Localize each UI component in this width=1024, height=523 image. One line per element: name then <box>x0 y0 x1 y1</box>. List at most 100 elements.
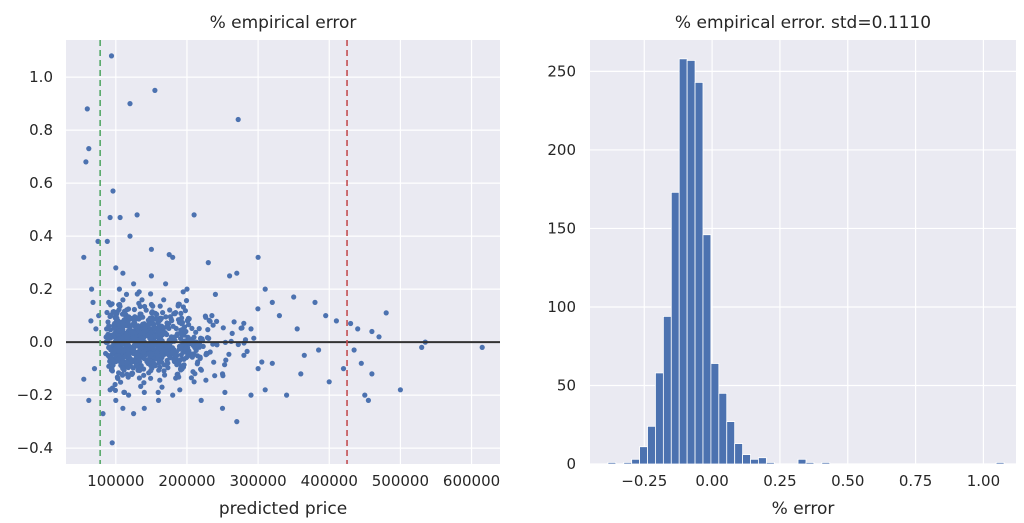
scatter-point <box>229 330 235 336</box>
histogram-bar <box>686 60 696 465</box>
scatter-point <box>176 301 182 307</box>
scatter-y-tick-label: 1.0 <box>29 68 53 86</box>
scatter-point <box>86 146 92 152</box>
scatter-point <box>234 419 240 425</box>
scatter-point <box>189 354 195 360</box>
scatter-point <box>131 357 137 363</box>
scatter-point <box>90 299 96 305</box>
histogram-plot-area <box>590 40 1016 464</box>
scatter-point <box>119 324 125 330</box>
scatter-point <box>198 397 204 403</box>
scatter-point <box>120 405 126 411</box>
scatter-y-tick-label: 0.2 <box>29 280 53 298</box>
scatter-point <box>108 335 114 341</box>
scatter-point <box>178 321 185 327</box>
scatter-point <box>155 352 161 359</box>
scatter-point <box>91 366 98 372</box>
scatter-point <box>123 333 129 339</box>
scatter-x-tick-label: 200000 <box>158 472 215 490</box>
scatter-point <box>113 397 119 403</box>
scatter-point <box>259 359 265 365</box>
scatter-point <box>166 325 172 331</box>
histogram-bar <box>655 372 664 465</box>
scatter-point <box>298 371 304 377</box>
histogram-bar <box>821 462 831 465</box>
scatter-point <box>150 303 156 309</box>
scatter-point <box>196 344 202 350</box>
scatter-point <box>118 379 124 385</box>
scatter-point <box>269 360 275 366</box>
scatter-x-tick-label: 500000 <box>372 472 429 490</box>
scatter-point <box>116 328 122 334</box>
scatter-point <box>188 375 194 381</box>
scatter-point <box>81 254 87 260</box>
scatter-point <box>100 411 106 417</box>
histogram-bar <box>694 82 704 465</box>
scatter-point <box>219 371 226 377</box>
scatter-point <box>156 367 162 373</box>
scatter-point <box>110 358 116 364</box>
scatter-point <box>326 379 332 385</box>
scatter-point <box>276 313 282 319</box>
scatter-point <box>178 352 184 358</box>
scatter-point <box>220 325 226 331</box>
scatter-point <box>148 246 154 252</box>
scatter-point <box>211 359 217 365</box>
scatter-point <box>141 349 147 355</box>
histogram-bar <box>678 58 688 465</box>
scatter-point <box>284 392 290 398</box>
scatter-point <box>193 329 199 335</box>
scatter-point <box>138 343 144 349</box>
histogram-bar <box>765 462 775 465</box>
scatter-point <box>157 303 163 309</box>
scatter-point <box>171 334 177 340</box>
scatter-point <box>134 349 140 355</box>
scatter-point <box>129 371 135 377</box>
scatter-point <box>205 260 211 266</box>
histogram-bar <box>805 462 815 465</box>
scatter-point <box>178 310 184 316</box>
histogram-y-tick-label: 50 <box>557 376 576 394</box>
scatter-point <box>149 351 155 357</box>
scatter-x-tick-label: 600000 <box>443 472 500 490</box>
scatter-point <box>185 335 191 341</box>
scatter-point <box>137 303 143 310</box>
scatter-point <box>231 319 237 325</box>
scatter-point <box>141 389 147 395</box>
scatter-point <box>121 311 127 317</box>
scatter-point <box>130 347 136 353</box>
scatter-point <box>124 347 130 353</box>
scatter-point <box>104 309 110 316</box>
scatter-point <box>369 328 375 335</box>
scatter-point <box>291 294 297 300</box>
scatter-point <box>170 254 176 260</box>
scatter-point <box>125 306 132 312</box>
scatter-point <box>120 365 126 371</box>
scatter-point <box>164 357 170 364</box>
scatter-reference-lines <box>66 40 500 464</box>
scatter-point <box>166 343 172 349</box>
scatter-point <box>132 324 139 330</box>
histogram-y-tick-label: 200 <box>547 141 576 159</box>
scatter-point <box>156 360 162 366</box>
histogram-bar <box>718 392 728 465</box>
histogram-bar <box>710 363 720 465</box>
scatter-point <box>116 286 122 292</box>
scatter-point <box>158 315 164 321</box>
scatter-point <box>212 291 218 297</box>
scatter-point <box>185 318 191 324</box>
scatter-point <box>227 273 233 279</box>
scatter-point <box>163 281 169 287</box>
scatter-point <box>397 387 403 393</box>
scatter-point <box>235 116 241 123</box>
scatter-point <box>88 318 94 324</box>
scatter-point <box>129 315 135 322</box>
scatter-point <box>333 318 339 324</box>
scatter-tick-labels: 100000 200000 300000 400000 500000 600000 −0.4… <box>17 68 501 490</box>
scatter-point <box>358 360 364 366</box>
histogram-bar <box>623 462 633 465</box>
histogram-title: % empirical error. std=0.1110 <box>675 13 931 33</box>
scatter-point <box>175 371 181 377</box>
scatter-point <box>248 326 254 332</box>
